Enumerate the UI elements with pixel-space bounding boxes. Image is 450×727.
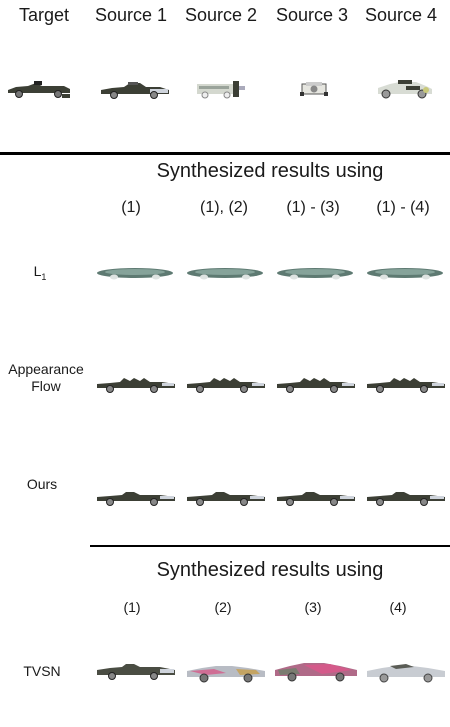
appearance-flow-result-3 (277, 378, 355, 393)
l1-result-4 (367, 268, 443, 280)
section-1-col-2: (1), (2) (200, 199, 248, 216)
row-label-ours: Ours (26, 476, 58, 492)
header-source-1: Source 1 (94, 5, 168, 25)
row-label-l1-main: L (33, 263, 42, 279)
tvsn-result-4 (367, 664, 445, 683)
ours-result-4 (367, 492, 445, 506)
section-2-col-4: (4) (389, 599, 407, 615)
row-label-tvsn: TVSN (23, 663, 61, 679)
row-label-appearance-flow: Appearance Flow (8, 361, 84, 394)
ours-result-2 (187, 492, 265, 506)
header-source-3: Source 3 (275, 5, 349, 25)
source-2-car-image (197, 81, 245, 99)
tvsn-result-3 (275, 663, 357, 682)
header-source-2: Source 2 (184, 5, 258, 25)
tvsn-result-1 (97, 664, 175, 680)
section-divider-thin (90, 545, 450, 547)
ours-result-3 (277, 492, 355, 506)
ours-result-1 (97, 492, 175, 506)
section-2-col-3: (3) (304, 599, 322, 615)
appearance-flow-result-4 (367, 378, 445, 393)
header-source-4: Source 4 (364, 5, 438, 25)
l1-result-1 (97, 268, 173, 280)
source-1-car-image (101, 82, 169, 99)
source-3-car-image (300, 82, 328, 96)
section-divider-thick (0, 152, 450, 155)
appearance-flow-result-1 (97, 378, 175, 393)
appearance-flow-result-2 (187, 378, 265, 393)
row-label-l1-sub: 1 (41, 271, 47, 282)
header-target: Target (18, 5, 70, 25)
section-1-col-1: (1) (121, 199, 141, 216)
section-1-col-4: (1) - (4) (376, 199, 430, 216)
target-car-image (8, 81, 70, 98)
l1-result-2 (187, 268, 263, 280)
source-4-car-image (378, 80, 432, 99)
tvsn-result-2 (187, 666, 265, 683)
row-label-l1: L1 (0, 263, 80, 286)
section-2-col-2: (2) (214, 599, 232, 615)
section-2-title: Synthesized results using (156, 559, 384, 581)
section-2-col-1: (1) (123, 599, 141, 615)
section-1-title: Synthesized results using (156, 160, 384, 182)
section-1-col-3: (1) - (3) (286, 199, 340, 216)
l1-result-3 (277, 268, 353, 280)
